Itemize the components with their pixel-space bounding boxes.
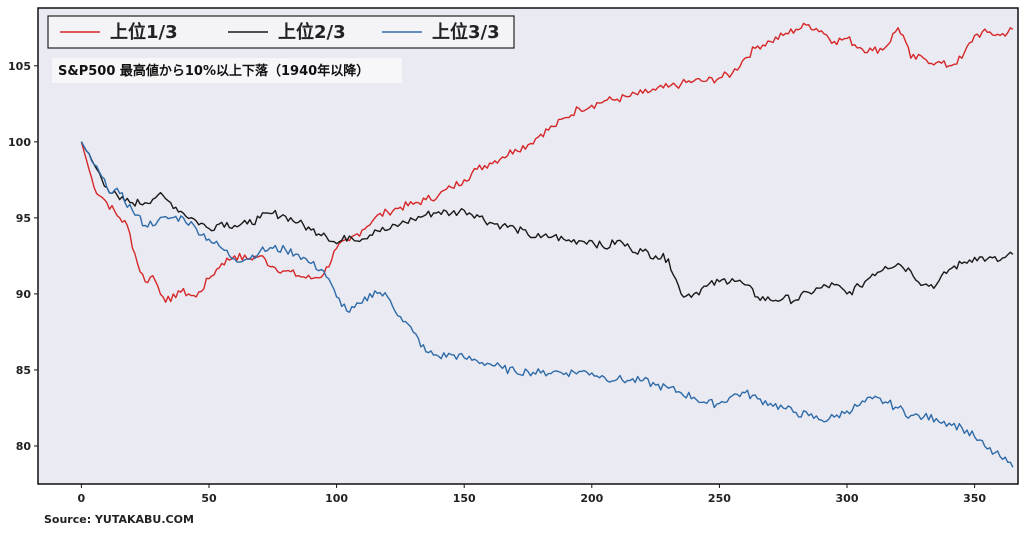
legend-label-series-3: 上位3/3 [432,21,500,43]
legend-box [47,15,515,49]
y-tick-label: 80 [16,440,32,453]
x-tick-label: 100 [325,492,348,505]
x-tick-label: 350 [963,492,986,505]
plot-frame [37,7,1019,485]
x-tick-label: 0 [78,492,86,505]
y-tick-label: 90 [16,288,32,301]
series-layer [80,22,1014,468]
y-tick-label: 105 [8,60,31,73]
annotation-text: S&P500 最高値から10%以上下落（1940年以降） [58,63,369,79]
x-tick-label: 50 [201,492,217,505]
legend-label-series-2: 上位2/3 [278,21,346,43]
series-line-2 [80,141,1014,305]
series-line-3 [80,141,1014,468]
annotation-box [52,58,402,83]
y-tick-label: 100 [8,136,31,149]
source-label: Source: YUTAKABU.COM [44,513,194,526]
x-tick-label: 150 [453,492,476,505]
annotation: S&P500 最高値から10%以上下落（1940年以降） [52,58,402,83]
x-tick-label: 200 [580,492,603,505]
x-tick-label: 250 [708,492,731,505]
x-axis: 0 50 100 150 200 250 300 350 [78,484,986,505]
x-tick-label: 300 [836,492,859,505]
legend-label-series-1: 上位1/3 [110,21,178,43]
y-tick-label: 85 [16,364,31,377]
legend: 上位1/3 上位2/3 上位3/3 [47,15,515,49]
series-line-1 [80,22,1014,303]
y-axis: 80 85 90 95 100 105 [8,60,38,453]
y-tick-label: 95 [16,212,31,225]
